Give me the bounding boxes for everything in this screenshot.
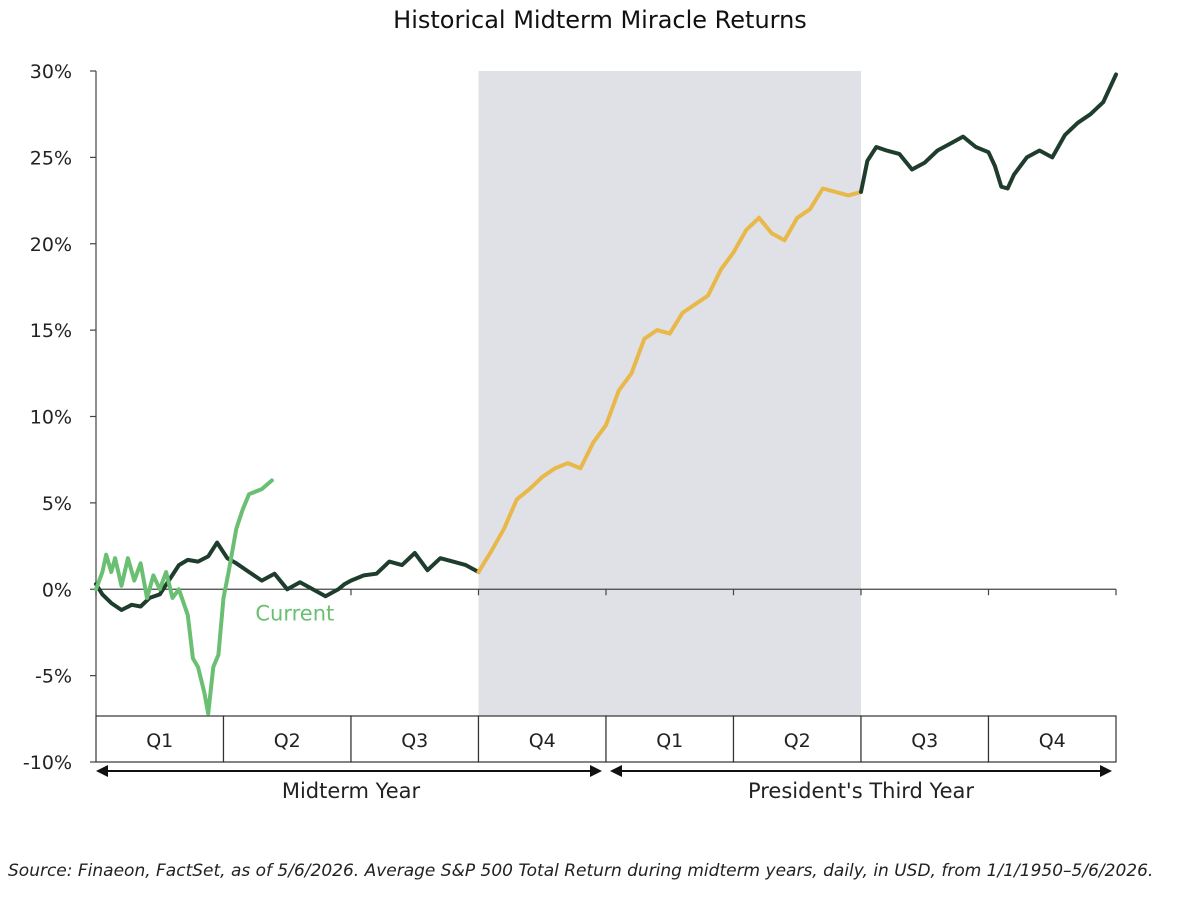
y-tick-label: -5% — [35, 666, 72, 688]
arrow-head-left — [96, 765, 108, 777]
quarter-box — [987, 715, 1117, 763]
y-tick-label: 10% — [30, 407, 72, 429]
series-line-current — [94, 478, 274, 716]
period-label: Midterm Year — [282, 779, 421, 803]
chart-title: Historical Midterm Miracle Returns — [393, 6, 807, 34]
quarter-label: Q1 — [656, 730, 683, 752]
quarter-label: Q2 — [274, 730, 301, 752]
quarter-box — [860, 715, 990, 763]
quarter-label: Q3 — [911, 730, 938, 752]
y-tick-label: 30% — [30, 61, 72, 83]
quarter-label: Q4 — [1039, 730, 1066, 752]
source-note: Source: Finaeon, FactSet, as of 5/6/2026… — [8, 861, 1154, 881]
y-tick-label: 15% — [30, 320, 72, 342]
arrow-head-right — [590, 765, 602, 777]
quarter-label: Q4 — [529, 730, 556, 752]
y-tick-label: 0% — [42, 579, 72, 601]
y-tick-label: 25% — [30, 147, 72, 169]
arrow-head-right — [1100, 765, 1112, 777]
y-tick-label: -10% — [23, 752, 72, 774]
quarter-box — [350, 715, 480, 763]
quarter-box — [605, 715, 735, 763]
quarter-label: Q1 — [146, 730, 173, 752]
series-line-highlight — [476, 186, 863, 574]
quarter-box — [222, 715, 352, 763]
quarter-box — [732, 715, 862, 763]
quarter-label: Q2 — [784, 730, 811, 752]
y-tick-label: 20% — [30, 234, 72, 256]
current-label: Current — [255, 601, 334, 625]
shaded-region — [478, 71, 861, 716]
series-line-historical — [859, 72, 1118, 194]
y-tick-label: 5% — [42, 493, 72, 515]
quarter-box — [477, 715, 607, 763]
period-label: President's Third Year — [748, 779, 974, 803]
quarter-box — [95, 715, 225, 763]
arrow-head-left — [610, 765, 622, 777]
quarter-label: Q3 — [401, 730, 428, 752]
